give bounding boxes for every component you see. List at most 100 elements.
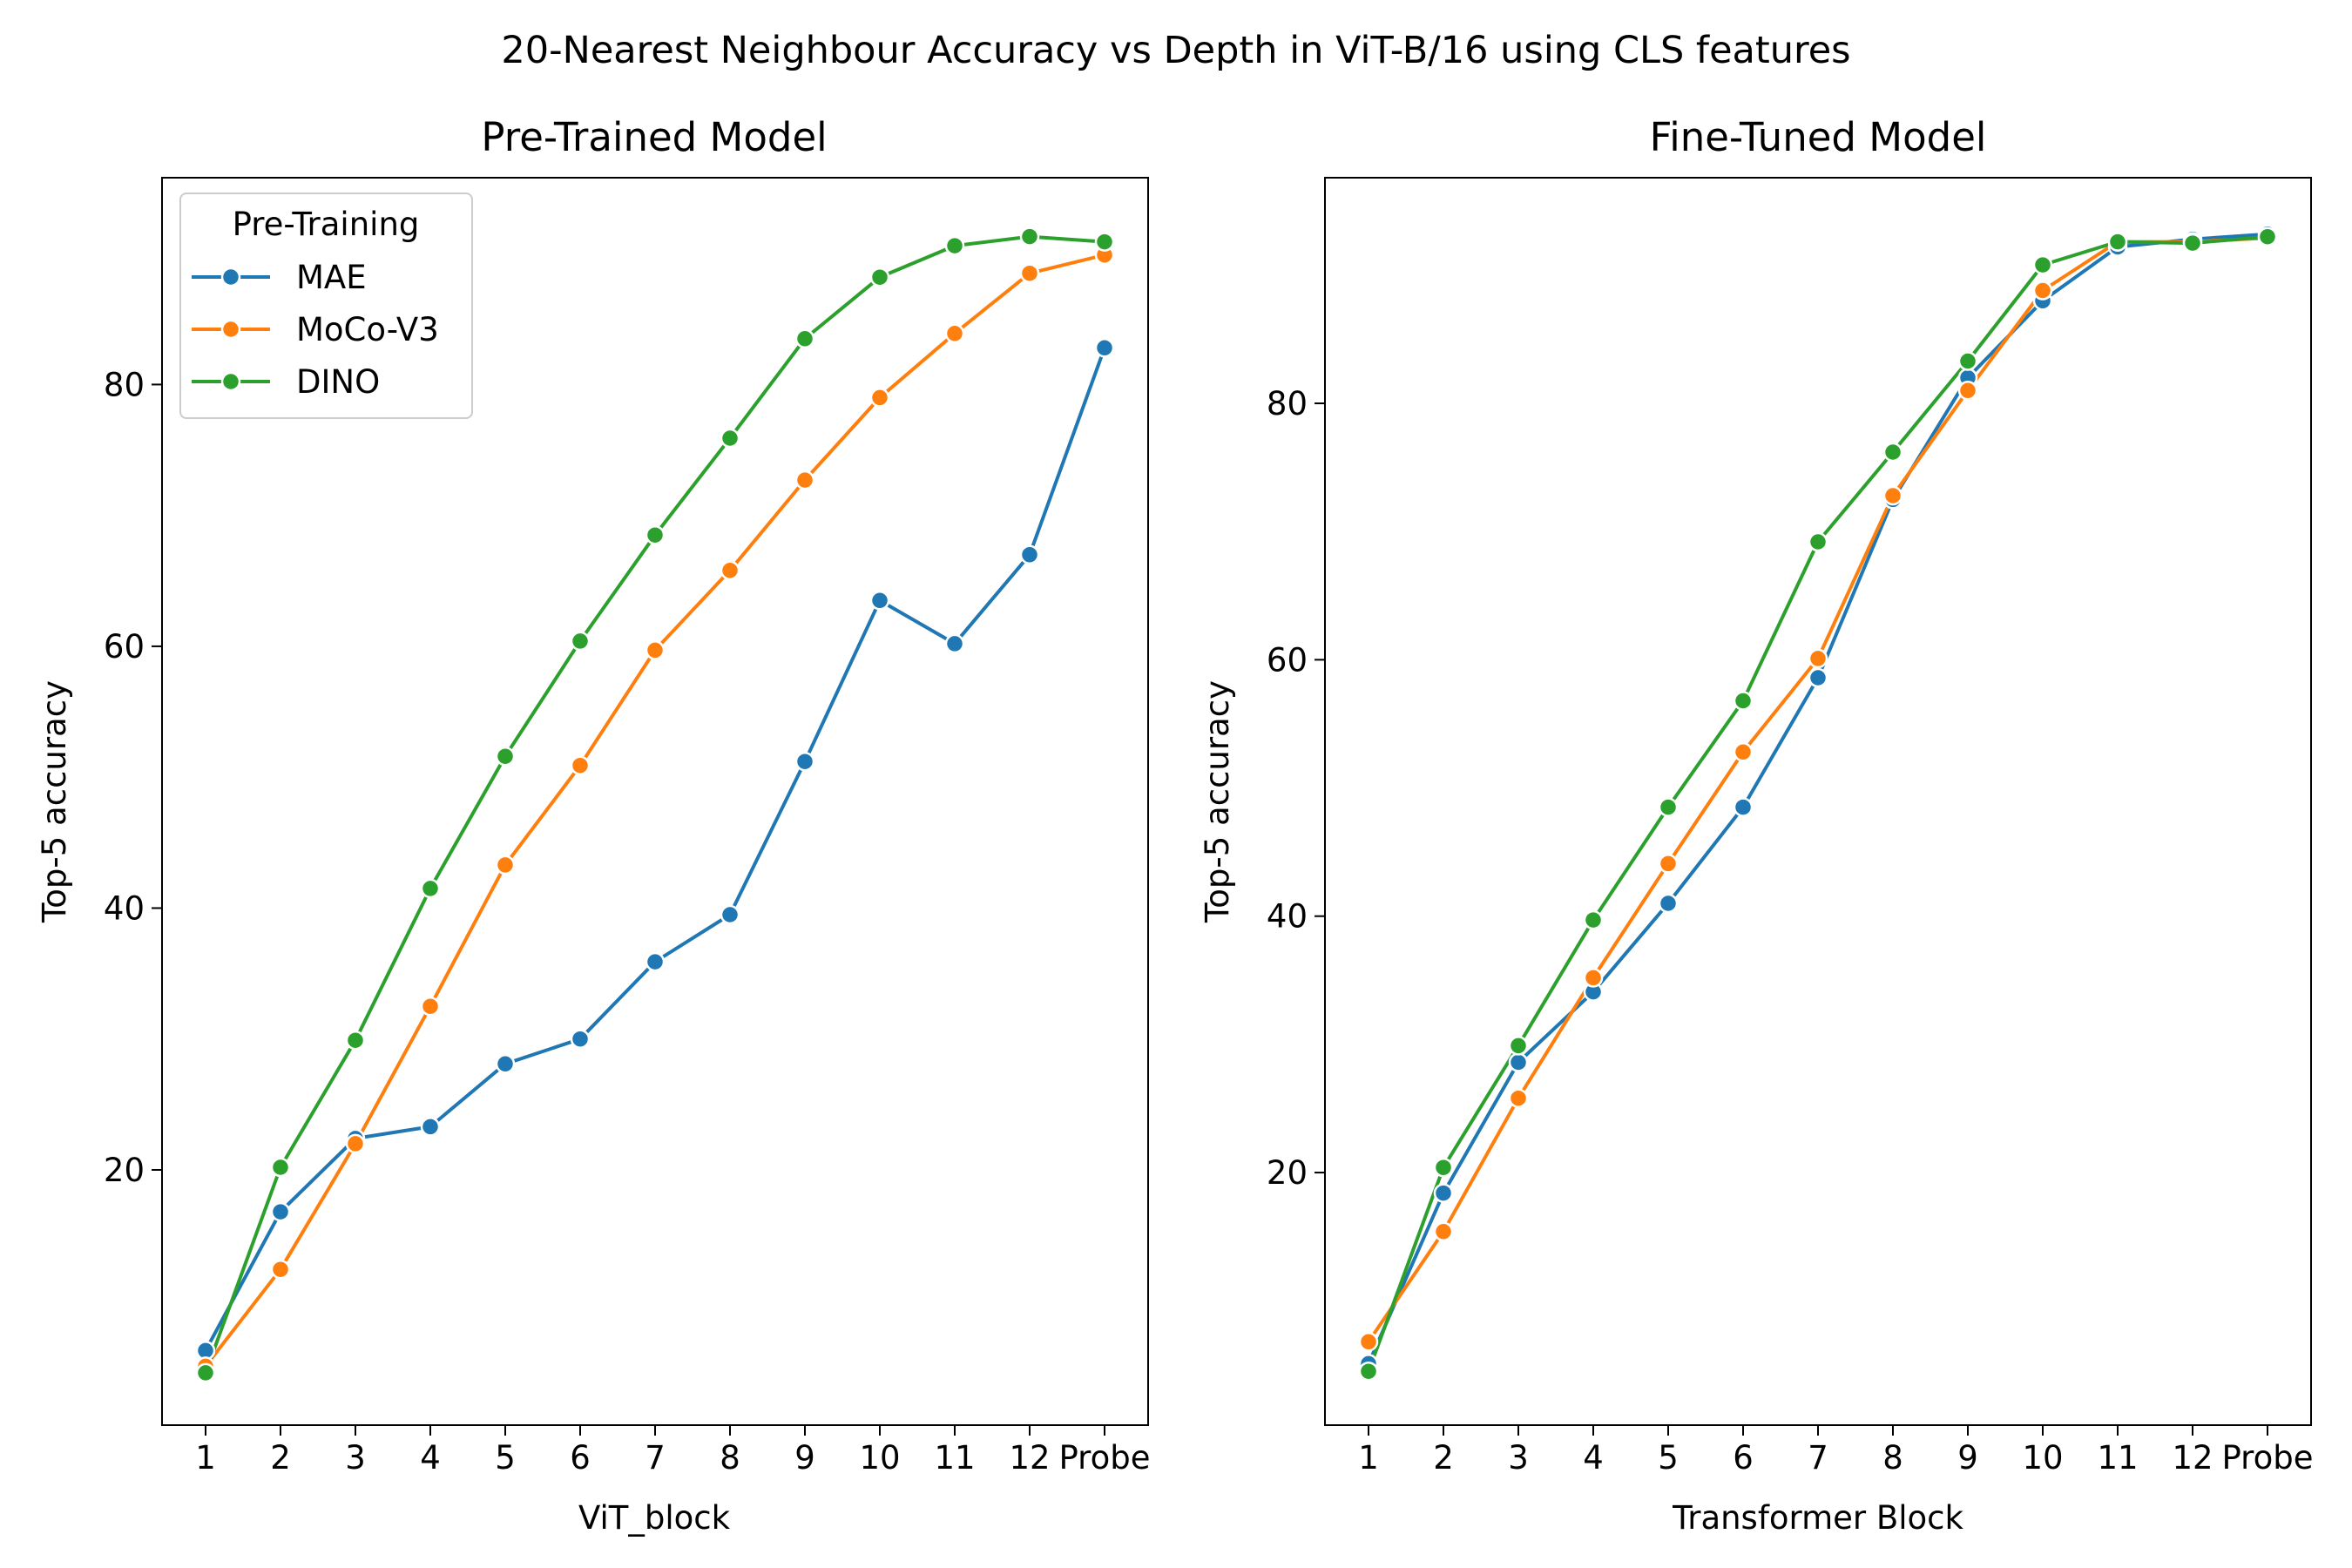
finetuned-point-moco-v3-10 xyxy=(2032,280,2053,301)
pretrained-x-tick-11: 11 xyxy=(934,1439,975,1477)
finetuned-x-tick-4: 4 xyxy=(1583,1439,1604,1477)
finetuned-point-moco-v3-2 xyxy=(1433,1221,1454,1242)
pretrained-point-mae-7 xyxy=(645,951,666,972)
finetuned-point-moco-v3-9 xyxy=(1957,381,1978,401)
pretrained-point-mae-11 xyxy=(944,633,965,654)
pretrained-point-mae-probe xyxy=(1094,338,1115,358)
finetuned-point-dino-1 xyxy=(1358,1361,1379,1382)
pretrained-point-dino-4 xyxy=(420,878,441,899)
finetuned-point-dino-5 xyxy=(1658,797,1679,817)
pretrained-point-dino-9 xyxy=(794,328,815,349)
finetuned-point-dino-2 xyxy=(1433,1157,1454,1178)
pretrained-point-moco-v3-3 xyxy=(345,1133,366,1154)
pretrained-x-tick-7: 7 xyxy=(645,1439,666,1477)
finetuned-x-tick-8: 8 xyxy=(1882,1439,1903,1477)
finetuned-x-tick-probe: Probe xyxy=(2222,1439,2314,1477)
pretrained-point-dino-probe xyxy=(1094,232,1115,252)
finetuned-point-dino-9 xyxy=(1957,351,1978,371)
pretrained-point-moco-v3-4 xyxy=(420,996,441,1017)
finetuned-point-dino-8 xyxy=(1882,442,1903,463)
finetuned-point-mae-3 xyxy=(1508,1052,1529,1072)
finetuned-x-tick-2: 2 xyxy=(1433,1439,1454,1477)
finetuned-x-tick-3: 3 xyxy=(1508,1439,1529,1477)
finetuned-x-tick-12: 12 xyxy=(2172,1439,2213,1477)
finetuned-point-dino-10 xyxy=(2032,254,2053,275)
pretrained-point-moco-v3-7 xyxy=(645,640,666,660)
finetuned-point-moco-v3-6 xyxy=(1733,742,1754,762)
legend-marker-dino xyxy=(220,371,241,392)
finetuned-point-dino-4 xyxy=(1583,909,1604,930)
pretrained-x-tick-1: 1 xyxy=(195,1439,216,1477)
pretrained-y-tick-60: 60 xyxy=(104,628,145,666)
finetuned-point-dino-probe xyxy=(2257,226,2278,247)
finetuned-x-tick-11: 11 xyxy=(2097,1439,2138,1477)
pretrained-point-moco-v3-2 xyxy=(270,1259,291,1280)
pretrained-y-tick-80: 80 xyxy=(104,366,145,403)
finetuned-point-dino-11 xyxy=(2107,232,2128,252)
pretrained-x-tick-probe: Probe xyxy=(1059,1439,1151,1477)
finetuned-x-tick-9: 9 xyxy=(1957,1439,1978,1477)
finetuned-y-axis-label: Top-5 accuracy xyxy=(1199,680,1236,923)
finetuned-point-dino-6 xyxy=(1733,691,1754,711)
pretrained-point-mae-4 xyxy=(420,1117,441,1137)
pretrained-x-tick-5: 5 xyxy=(495,1439,516,1477)
pretrained-point-dino-3 xyxy=(345,1030,366,1051)
finetuned-point-moco-v3-3 xyxy=(1508,1088,1529,1108)
finetuned-x-tick-7: 7 xyxy=(1808,1439,1828,1477)
finetuned-point-moco-v3-1 xyxy=(1358,1332,1379,1352)
pretrained-panel: Pre-Trained Model ViT_block Top-5 accura… xyxy=(36,114,1150,1537)
pretrained-panel-title: Pre-Trained Model xyxy=(481,114,827,160)
finetuned-x-tick-5: 5 xyxy=(1658,1439,1679,1477)
pretrained-point-dino-2 xyxy=(270,1157,291,1178)
finetuned-y-tick-40: 40 xyxy=(1267,898,1308,936)
legend-marker-moco-v3 xyxy=(220,319,241,340)
pretrained-y-tick-40: 40 xyxy=(104,889,145,927)
pretrained-point-mae-8 xyxy=(720,904,740,925)
finetuned-point-mae-6 xyxy=(1733,797,1754,817)
finetuned-point-dino-3 xyxy=(1508,1036,1529,1056)
pretrained-point-mae-2 xyxy=(270,1201,291,1222)
finetuned-point-moco-v3-4 xyxy=(1583,968,1604,988)
legend-marker-mae xyxy=(220,267,241,287)
pretrained-point-mae-12 xyxy=(1019,544,1040,565)
finetuned-panel-title: Fine-Tuned Model xyxy=(1650,114,1987,160)
pretrained-x-tick-10: 10 xyxy=(859,1439,900,1477)
pretrained-point-dino-1 xyxy=(195,1362,216,1383)
pretrained-x-tick-2: 2 xyxy=(270,1439,291,1477)
finetuned-x-axis-label: Transformer Block xyxy=(1672,1499,1963,1537)
pretrained-point-moco-v3-9 xyxy=(794,470,815,490)
finetuned-y-tick-60: 60 xyxy=(1267,641,1308,679)
finetuned-point-mae-5 xyxy=(1658,893,1679,914)
finetuned-point-mae-7 xyxy=(1808,667,1828,688)
pretrained-x-tick-8: 8 xyxy=(720,1439,740,1477)
pretrained-x-tick-4: 4 xyxy=(420,1439,441,1477)
pretrained-point-mae-5 xyxy=(495,1054,516,1074)
finetuned-point-mae-2 xyxy=(1433,1183,1454,1203)
legend-frame xyxy=(179,193,473,419)
finetuned-y-tick-80: 80 xyxy=(1267,385,1308,422)
pretrained-point-dino-10 xyxy=(869,267,890,287)
pretrained-point-dino-11 xyxy=(944,235,965,256)
pretrained-y-axis-label: Top-5 accuracy xyxy=(36,680,73,923)
pretrained-point-dino-6 xyxy=(570,631,591,652)
figure-title: 20-Nearest Neighbour Accuracy vs Depth i… xyxy=(501,29,1850,72)
finetuned-point-moco-v3-5 xyxy=(1658,854,1679,874)
finetuned-point-moco-v3-7 xyxy=(1808,648,1828,669)
pretrained-point-moco-v3-6 xyxy=(570,755,591,775)
pretrained-point-moco-v3-8 xyxy=(720,560,740,581)
finetuned-point-dino-7 xyxy=(1808,531,1828,552)
pretrained-x-tick-12: 12 xyxy=(1009,1439,1050,1477)
finetuned-y-tick-20: 20 xyxy=(1267,1154,1308,1192)
pretrained-point-dino-12 xyxy=(1019,226,1040,247)
finetuned-point-dino-12 xyxy=(2182,233,2203,253)
finetuned-point-moco-v3-8 xyxy=(1882,485,1903,506)
pretrained-point-mae-10 xyxy=(869,591,890,611)
pretrained-x-tick-3: 3 xyxy=(345,1439,366,1477)
legend-label-mae: MAE xyxy=(296,259,367,296)
finetuned-panel: Fine-Tuned Model Transformer Block Top-5… xyxy=(1199,114,2313,1537)
legend: Pre-Training MAE MoCo-V3 DINO xyxy=(179,193,473,419)
pretrained-point-moco-v3-11 xyxy=(944,323,965,344)
pretrained-y-tick-20: 20 xyxy=(104,1152,145,1189)
pretrained-point-dino-5 xyxy=(495,746,516,767)
